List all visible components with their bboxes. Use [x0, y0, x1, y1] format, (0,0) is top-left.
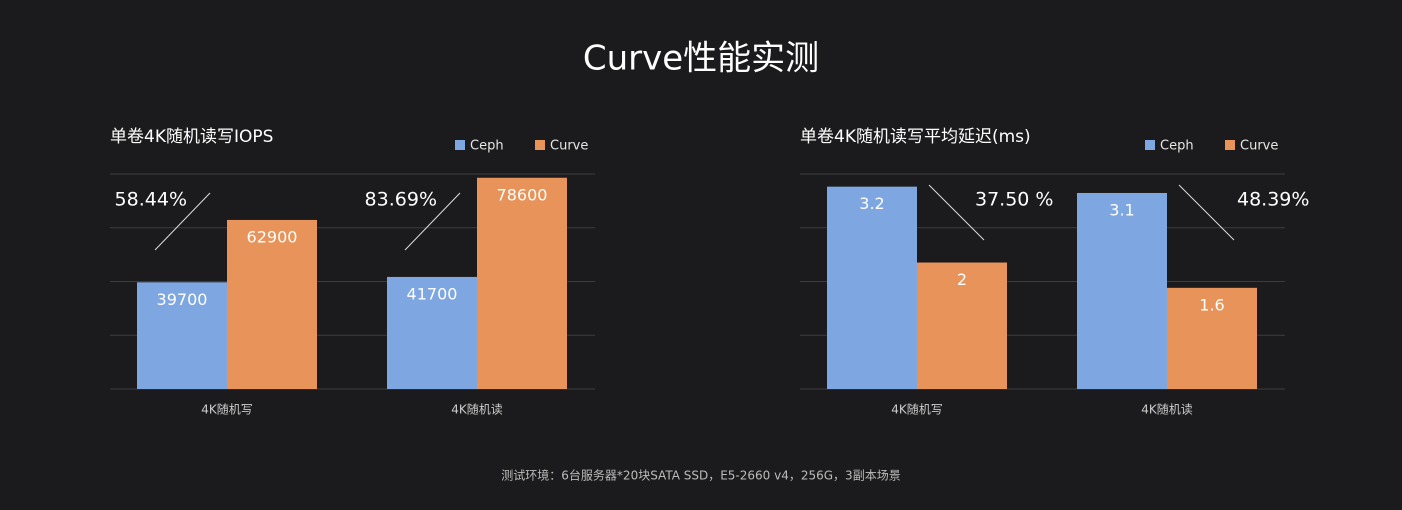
- legend-label: Curve: [550, 139, 588, 154]
- bar: [1077, 192, 1167, 389]
- slide-title: Curve性能实测: [583, 39, 819, 79]
- value-label: 3.2: [859, 194, 884, 213]
- annotation-line: [154, 192, 211, 251]
- bar: [827, 186, 917, 389]
- legend-label: Ceph: [470, 139, 504, 154]
- legend-swatch: [455, 140, 465, 150]
- legend-swatch: [1225, 140, 1235, 150]
- x-tick-label: 4K随机写: [201, 402, 253, 417]
- value-label: 3.1: [1109, 200, 1134, 219]
- bar: [227, 219, 317, 389]
- chart-title: 单卷4K随机读写IOPS: [110, 127, 273, 147]
- value-label: 1.6: [1199, 295, 1224, 314]
- value-label: 39700: [157, 290, 208, 309]
- annotation-line: [404, 192, 461, 251]
- value-label: 41700: [407, 284, 458, 303]
- x-tick-label: 4K随机写: [891, 402, 943, 417]
- bar: [387, 276, 477, 389]
- legend-swatch: [535, 140, 545, 150]
- annotation-line: [1178, 184, 1235, 241]
- legend-swatch: [1145, 140, 1155, 150]
- annotation: 48.39%: [1237, 189, 1309, 211]
- value-label: 2: [957, 270, 967, 289]
- chart-title: 单卷4K随机读写平均延迟(ms): [800, 127, 1031, 147]
- value-label: 78600: [497, 185, 548, 204]
- x-tick-label: 4K随机读: [1141, 402, 1193, 417]
- bar: [1167, 287, 1257, 389]
- footer-note: 测试环境：6台服务器*20块SATA SSD，E5-2660 v4，256G，3…: [501, 468, 900, 483]
- annotation: 83.69%: [365, 189, 437, 211]
- legend-label: Ceph: [1160, 139, 1194, 154]
- legend-label: Curve: [1240, 139, 1278, 154]
- bar: [477, 177, 567, 389]
- bar: [917, 262, 1007, 389]
- value-label: 62900: [247, 227, 298, 246]
- annotation: 37.50 %: [975, 189, 1054, 211]
- bar: [137, 282, 227, 389]
- annotation: 58.44%: [115, 189, 187, 211]
- annotation-line: [928, 184, 985, 241]
- x-tick-label: 4K随机读: [451, 402, 503, 417]
